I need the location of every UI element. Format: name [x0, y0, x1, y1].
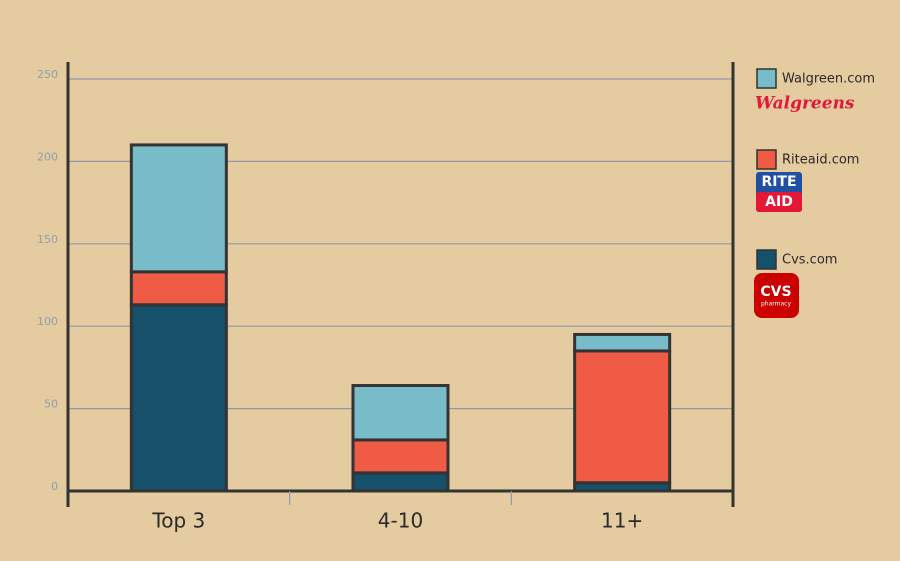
legend-label: Cvs.com [782, 253, 837, 268]
logo-text: Walgreens [755, 94, 855, 114]
logo-text: CVS [760, 284, 791, 300]
bar-segment [573, 332, 672, 353]
logo-text: AID [765, 194, 793, 210]
bar-segment [129, 303, 228, 493]
y-tick-label: 50 [44, 398, 58, 411]
x-tick-label: 4-10 [378, 509, 423, 533]
logo-text: RITE [761, 174, 796, 190]
y-tick-label: 150 [37, 233, 58, 246]
y-tick-label: 200 [37, 150, 58, 163]
bar-segment [351, 471, 450, 493]
y-tick-label: 100 [37, 315, 58, 328]
legend-label: Riteaid.com [782, 153, 859, 168]
bar-segment [129, 143, 228, 274]
bar-segment [351, 384, 450, 442]
x-tick-label: 11+ [601, 509, 643, 533]
logo-text: pharmacy [761, 301, 791, 308]
logo-box [754, 273, 799, 318]
bar-segment [129, 270, 228, 307]
bar-segment [573, 349, 672, 485]
legend-swatch [756, 149, 777, 170]
x-tick-label: Top 3 [151, 509, 205, 533]
logo-box-bottom [756, 192, 802, 212]
legend-swatch [756, 249, 777, 270]
bar-segment [351, 438, 450, 475]
y-tick-label: 0 [51, 480, 58, 493]
y-tick-label: 250 [37, 68, 58, 81]
legend-swatch [756, 68, 777, 89]
legend-label: Walgreen.com [782, 72, 875, 87]
